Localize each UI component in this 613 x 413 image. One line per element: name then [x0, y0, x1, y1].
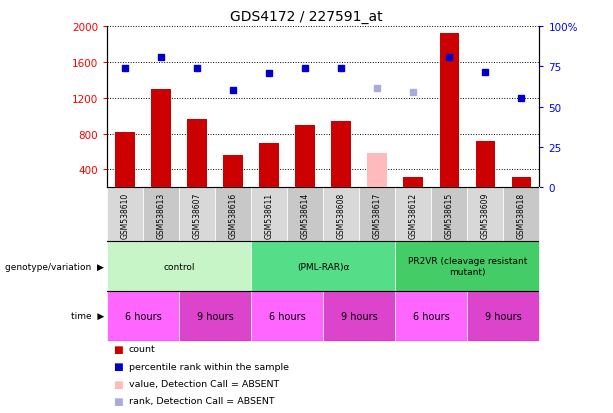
Bar — [324, 188, 359, 242]
Bar — [259, 143, 280, 188]
Bar — [251, 242, 395, 291]
Bar — [403, 177, 424, 188]
Text: GSM538614: GSM538614 — [301, 192, 310, 238]
Bar — [395, 291, 468, 341]
Text: ■: ■ — [113, 344, 123, 354]
Text: GSM538610: GSM538610 — [121, 192, 130, 238]
Text: 9 hours: 9 hours — [485, 311, 522, 321]
Text: GSM538609: GSM538609 — [481, 192, 490, 238]
Text: value, Detection Call = ABSENT: value, Detection Call = ABSENT — [129, 379, 279, 388]
Bar — [215, 188, 251, 242]
Text: percentile rank within the sample: percentile rank within the sample — [129, 362, 289, 371]
Bar — [143, 188, 180, 242]
Bar — [287, 188, 324, 242]
Bar — [295, 126, 315, 188]
Text: ■: ■ — [113, 396, 123, 406]
Bar — [332, 122, 351, 188]
Text: 6 hours: 6 hours — [413, 311, 450, 321]
Bar — [179, 188, 215, 242]
Bar — [115, 133, 135, 188]
Bar — [503, 188, 539, 242]
Text: rank, Detection Call = ABSENT: rank, Detection Call = ABSENT — [129, 396, 275, 406]
Bar — [367, 154, 387, 188]
Text: ■: ■ — [113, 379, 123, 389]
Text: GSM538607: GSM538607 — [193, 192, 202, 238]
Text: 6 hours: 6 hours — [125, 311, 162, 321]
Bar — [188, 120, 207, 188]
Text: GSM538608: GSM538608 — [337, 192, 346, 238]
Bar — [107, 242, 251, 291]
Text: control: control — [164, 262, 195, 271]
Text: 9 hours: 9 hours — [197, 311, 234, 321]
Bar — [468, 188, 503, 242]
Bar — [251, 291, 324, 341]
Bar — [432, 188, 467, 242]
Text: GDS4172 / 227591_at: GDS4172 / 227591_at — [230, 10, 383, 24]
Text: GSM538615: GSM538615 — [445, 192, 454, 238]
Bar — [107, 188, 143, 242]
Bar — [476, 141, 495, 188]
Text: GSM538618: GSM538618 — [517, 192, 526, 238]
Text: (PML-RAR)α: (PML-RAR)α — [297, 262, 349, 271]
Text: 9 hours: 9 hours — [341, 311, 378, 321]
Text: time  ▶: time ▶ — [71, 311, 104, 320]
Bar — [359, 188, 395, 242]
Text: 6 hours: 6 hours — [269, 311, 306, 321]
Bar — [395, 242, 539, 291]
Text: GSM538616: GSM538616 — [229, 192, 238, 238]
Bar — [395, 188, 432, 242]
Text: GSM538613: GSM538613 — [157, 192, 166, 238]
Bar — [223, 156, 243, 188]
Text: GSM538612: GSM538612 — [409, 192, 418, 238]
Bar — [468, 291, 539, 341]
Bar — [179, 291, 251, 341]
Text: PR2VR (cleavage resistant
mutant): PR2VR (cleavage resistant mutant) — [408, 257, 527, 276]
Bar — [324, 291, 395, 341]
Text: ■: ■ — [113, 361, 123, 371]
Bar — [440, 34, 459, 188]
Text: GSM538611: GSM538611 — [265, 192, 274, 238]
Bar — [251, 188, 287, 242]
Bar — [151, 90, 171, 188]
Bar — [107, 291, 179, 341]
Bar — [511, 177, 531, 188]
Text: count: count — [129, 344, 156, 354]
Text: genotype/variation  ▶: genotype/variation ▶ — [6, 262, 104, 271]
Text: GSM538617: GSM538617 — [373, 192, 382, 238]
